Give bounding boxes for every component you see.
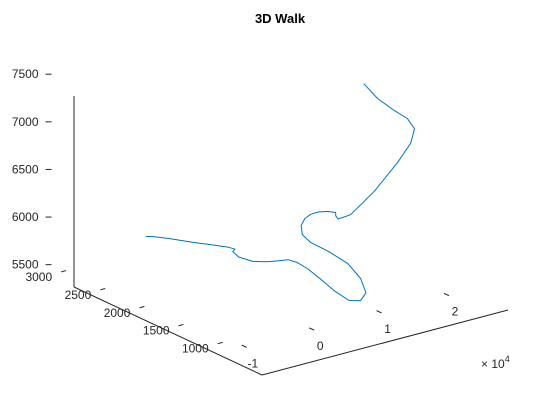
z-tick-label: 6000 — [12, 210, 39, 224]
y-tick — [139, 305, 145, 309]
z-tick-label: 7500 — [12, 67, 39, 81]
x-axis-exponent-power: 4 — [505, 354, 510, 364]
z-tick-label: 5500 — [12, 258, 39, 272]
x-tick-label: 1 — [384, 322, 391, 336]
z-tick-label: 6500 — [12, 162, 39, 176]
x-tick — [308, 327, 315, 331]
axis-ticks — [45, 73, 450, 348]
y-tick — [61, 270, 67, 273]
x-tick — [241, 344, 248, 348]
walk-series-line — [145, 83, 415, 302]
x-tick-label: 2 — [452, 305, 459, 319]
x-tick-label: 0 — [317, 339, 324, 353]
tick-labels: 5500 6000 6500 7000 7500 1000 1500 2000 2500 3000… — [12, 67, 459, 370]
y-axis-line — [73, 286, 263, 376]
x-tick — [443, 292, 450, 297]
axes-3d — [45, 73, 509, 376]
y-tick — [100, 288, 106, 291]
y-tick-label: 1500 — [143, 324, 170, 338]
y-tick-label: 2500 — [65, 288, 92, 302]
y-tick-label: 2000 — [104, 306, 131, 320]
x-axis-exponent-base: × 10 — [481, 357, 505, 371]
y-tick-label: 3000 — [25, 270, 52, 284]
x-tick-label: -1 — [247, 356, 258, 370]
y-tick-label: 1000 — [182, 342, 209, 356]
z-tick-label: 7000 — [12, 115, 39, 129]
x-tick — [376, 310, 382, 314]
y-tick — [178, 323, 184, 327]
x-axis-line — [261, 309, 509, 376]
y-tick — [217, 341, 223, 345]
chart-title: 3D Walk — [255, 11, 306, 26]
x-axis-exponent: × 104 — [481, 354, 510, 371]
